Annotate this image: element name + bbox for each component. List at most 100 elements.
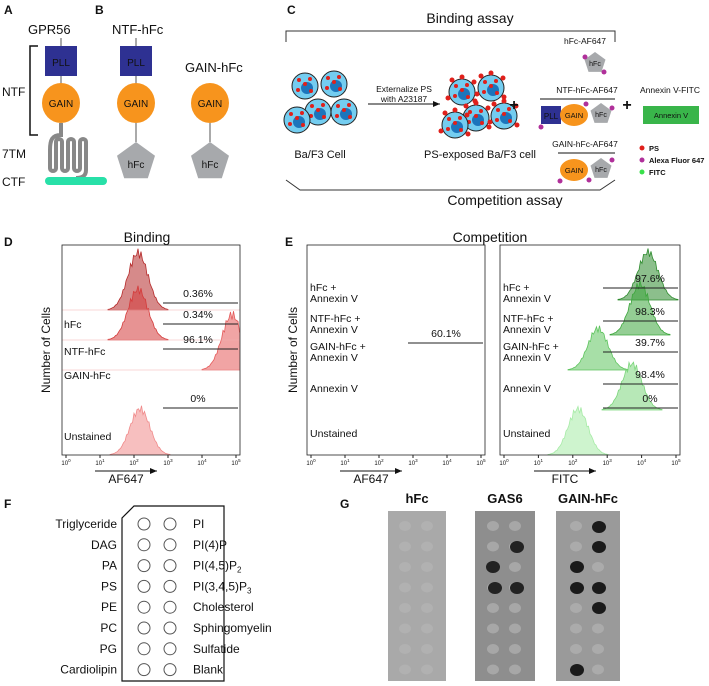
shape <box>117 83 155 123</box>
row-label: Annexin V <box>310 383 358 395</box>
shape <box>507 107 511 111</box>
tick-base: 10 <box>306 461 313 467</box>
shape <box>495 118 499 122</box>
shape <box>288 122 292 126</box>
shape <box>449 77 455 83</box>
tick-exponent: 1 <box>102 458 105 463</box>
shape <box>463 103 469 109</box>
shape <box>639 157 645 163</box>
row-label: Annexin V <box>310 293 358 305</box>
shape <box>609 105 615 111</box>
panel-letter: G <box>340 497 349 511</box>
shape <box>399 582 411 593</box>
shape <box>137 538 151 552</box>
shape <box>163 559 177 573</box>
histogram <box>107 285 169 341</box>
tick-exponent: 4 <box>204 458 207 463</box>
tick-base: 10 <box>603 461 610 467</box>
label: PS <box>649 144 659 153</box>
x-tick-label: 100 <box>306 458 316 467</box>
shape <box>399 521 411 531</box>
label: GAIN <box>49 99 73 110</box>
percent: 0.36% <box>183 288 213 300</box>
label: hFc <box>202 160 219 171</box>
panel-letter: D <box>4 235 13 249</box>
shape <box>487 623 499 634</box>
shape <box>586 177 592 183</box>
shape <box>421 521 433 531</box>
shape <box>421 541 433 552</box>
shape <box>487 644 499 654</box>
tick-base: 10 <box>671 461 678 467</box>
shape <box>482 90 486 94</box>
shape <box>421 562 433 572</box>
shape <box>289 112 293 116</box>
shape <box>459 128 463 132</box>
x-tick-label: 101 <box>534 458 544 467</box>
label: GAIN <box>565 111 583 120</box>
label: GAIN <box>565 166 583 175</box>
shape <box>191 142 229 179</box>
x-tick-label: 100 <box>499 458 509 467</box>
shape <box>332 80 336 84</box>
shape <box>399 664 411 675</box>
shape <box>458 116 462 120</box>
tick-base: 10 <box>61 461 68 467</box>
shape <box>163 600 177 614</box>
tick-exponent: 0 <box>506 458 509 463</box>
tick-exponent: 2 <box>575 458 578 463</box>
histogram <box>107 248 169 311</box>
shape <box>570 644 582 654</box>
shape <box>460 88 464 92</box>
x-axis-label: FITC <box>552 472 579 486</box>
tick-exponent: 1 <box>347 458 350 463</box>
tick-base: 10 <box>476 461 483 467</box>
percent: 98.4% <box>635 369 665 381</box>
label: hFc <box>595 112 607 119</box>
histogram <box>617 248 679 301</box>
panel-letter: C <box>287 3 296 17</box>
label: hFc <box>405 491 428 506</box>
shape <box>137 621 151 635</box>
shape <box>592 521 606 533</box>
row-label: Annexin V <box>310 352 358 364</box>
label: Externalize PS <box>376 84 432 94</box>
histogram <box>567 325 629 371</box>
row-label: NTF-hFc + <box>503 313 553 325</box>
shape <box>639 169 645 175</box>
shape <box>556 511 620 681</box>
shape <box>300 111 304 115</box>
shape <box>137 663 151 677</box>
label: + <box>622 97 631 114</box>
percent: 0% <box>190 393 205 405</box>
tick-base: 10 <box>408 461 415 467</box>
label: GPR56 <box>28 22 71 37</box>
row-label: GAIN-hFc + <box>310 341 366 353</box>
shape <box>479 109 483 113</box>
shape <box>335 114 339 118</box>
label: Binding <box>124 229 171 245</box>
tick-exponent: 5 <box>483 458 486 463</box>
label: GAIN <box>124 99 148 110</box>
label: PI <box>193 517 204 531</box>
row-label: Annexin V <box>503 324 551 336</box>
tick-exponent: 5 <box>238 458 241 463</box>
shape <box>348 115 352 119</box>
x-tick-label: 104 <box>442 458 452 467</box>
label: Binding assay <box>426 10 513 26</box>
shape <box>336 104 340 108</box>
shape <box>163 621 177 635</box>
shape <box>295 116 299 120</box>
shape <box>442 110 448 116</box>
subscript: 3 <box>247 586 252 595</box>
shape <box>509 644 521 654</box>
row-label: Annexin V <box>310 324 358 336</box>
tick-exponent: 2 <box>381 458 384 463</box>
label: GAIN-hFc-AF647 <box>552 139 618 149</box>
label: FITC <box>649 168 666 177</box>
shape <box>285 179 616 191</box>
shape <box>303 82 307 86</box>
shape <box>494 79 498 83</box>
shape <box>421 623 433 634</box>
tick-exponent: 1 <box>540 458 543 463</box>
